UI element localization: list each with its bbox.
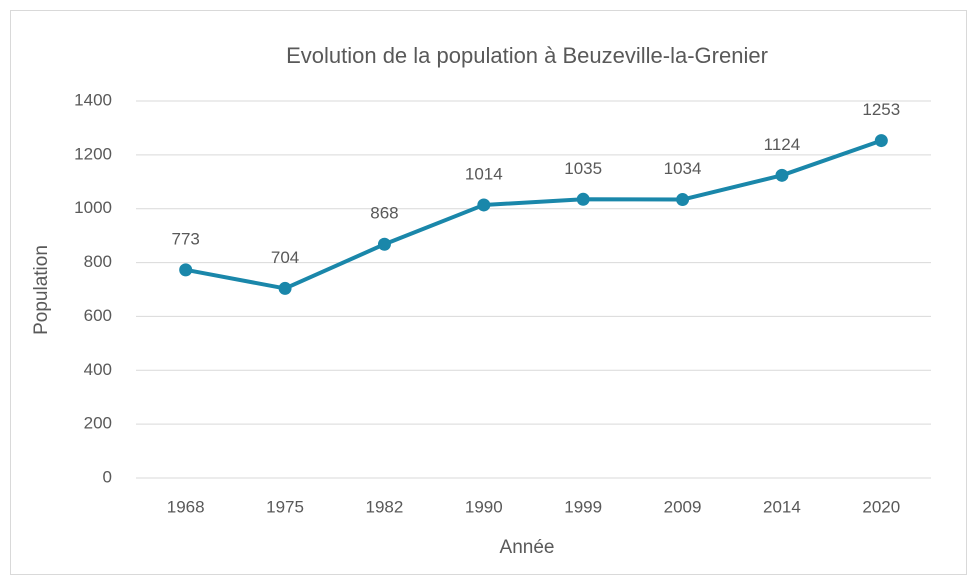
data-label: 1035 [564,159,602,178]
data-point [874,134,888,148]
data-label: 1034 [664,159,702,178]
x-tick-label: 1982 [366,497,404,516]
data-label: 773 [172,229,200,248]
data-point [477,198,491,212]
data-point [676,193,690,207]
x-tick-label: 1975 [266,497,304,516]
data-point [377,237,391,251]
data-point [576,192,590,206]
data-label: 1014 [465,164,503,183]
data-point [179,263,193,277]
x-tick-label: 2020 [862,497,900,516]
data-label: 868 [370,204,398,223]
y-tick-label: 1400 [74,90,112,109]
data-label: 704 [271,248,299,267]
series-line [185,138,882,291]
chart-title: Evolution de la population à Beuzeville-… [286,43,768,68]
y-tick-label: 600 [84,306,112,325]
y-axis-title: Population [31,245,52,335]
data-point [278,281,292,295]
x-tick-label: 1968 [167,497,205,516]
y-tick-label: 400 [84,360,112,379]
x-tick-label: 2009 [664,497,702,516]
data-label: 1253 [862,100,900,119]
data-point [775,168,789,182]
y-tick-label: 200 [84,414,112,433]
y-tick-label: 1200 [74,144,112,163]
chart-border [10,10,967,575]
y-tick-label: 800 [84,252,112,271]
y-tick-label: 0 [103,467,112,486]
x-tick-label: 2014 [763,497,801,516]
x-axis-title: Année [500,537,555,558]
y-tick-label: 1000 [74,198,112,217]
data-label: 1124 [764,135,801,154]
x-tick-label: 1999 [564,497,602,516]
x-tick-label: 1990 [465,497,503,516]
